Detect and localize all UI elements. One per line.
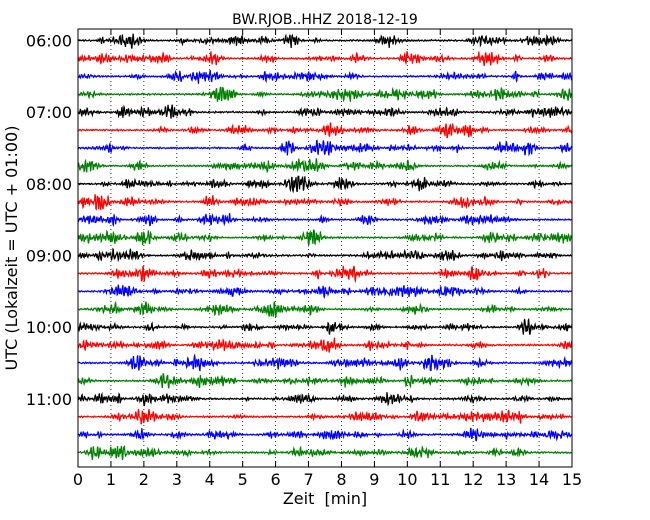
x-tick-label: 0 — [73, 470, 83, 489]
chart-title: BW.RJOB..HHZ 2018-12-19 — [232, 12, 418, 28]
trace-0715 — [77, 122, 573, 139]
trace-0645 — [77, 86, 573, 103]
x-tick-label: 5 — [238, 470, 248, 489]
x-tick-label: 8 — [336, 470, 346, 489]
trace-0815 — [77, 194, 573, 211]
trace-1000 — [77, 317, 573, 335]
trace-0700 — [77, 104, 573, 119]
trace-0945 — [77, 300, 573, 318]
x-tick-label: 12 — [463, 470, 483, 489]
x-tick-label: 14 — [529, 470, 549, 489]
y-tick-label: 10:00 — [26, 318, 72, 337]
x-tick-label: 11 — [430, 470, 450, 489]
y-tick-label: 09:00 — [26, 246, 72, 265]
trace-1045 — [77, 372, 573, 389]
seismic-traces — [77, 33, 573, 461]
y-tick-label: 06:00 — [26, 32, 72, 51]
trace-0630 — [77, 69, 573, 84]
x-tick-label: 3 — [172, 470, 182, 489]
x-tick-label: 7 — [303, 470, 313, 489]
trace-1015 — [77, 337, 573, 353]
y-axis: 06:00 07:00 08:00 09:00 10:00 11:00 — [26, 32, 572, 409]
trace-1145 — [77, 445, 573, 461]
x-tick-label: 6 — [271, 470, 281, 489]
plot-area — [78, 29, 572, 467]
trace-0915 — [77, 265, 573, 284]
x-tick-label: 15 — [562, 470, 582, 489]
trace-1100 — [77, 391, 573, 407]
x-tick-label: 4 — [205, 470, 215, 489]
trace-0730 — [77, 139, 573, 157]
trace-0615 — [77, 51, 573, 66]
trace-1030 — [77, 353, 573, 372]
y-axis-label: UTC (Lokalzeit = UTC + 01:00) — [2, 126, 21, 371]
plot-frame — [77, 28, 573, 468]
x-tick-label: 13 — [496, 470, 516, 489]
y-tick-label: 11:00 — [26, 390, 72, 409]
trace-0600 — [77, 33, 573, 49]
x-tick-label: 10 — [397, 470, 417, 489]
trace-0930 — [77, 284, 573, 300]
x-tick-label: 2 — [139, 470, 149, 489]
trace-0845 — [77, 229, 573, 248]
trace-0900 — [77, 247, 573, 263]
x-tick-label: 1 — [106, 470, 116, 489]
y-tick-label: 08:00 — [26, 175, 72, 194]
trace-1130 — [77, 427, 573, 442]
x-axis: 0 1 2 3 4 5 6 7 8 9 10 11 12 13 14 15 — [73, 29, 582, 489]
x-tick-label: 9 — [369, 470, 379, 489]
x-axis-label: Zeit [min] — [283, 489, 367, 508]
trace-0745 — [77, 158, 573, 174]
y-tick-label: 07:00 — [26, 103, 72, 122]
trace-0830 — [77, 213, 573, 227]
trace-0800 — [77, 175, 573, 194]
trace-1115 — [77, 408, 573, 425]
